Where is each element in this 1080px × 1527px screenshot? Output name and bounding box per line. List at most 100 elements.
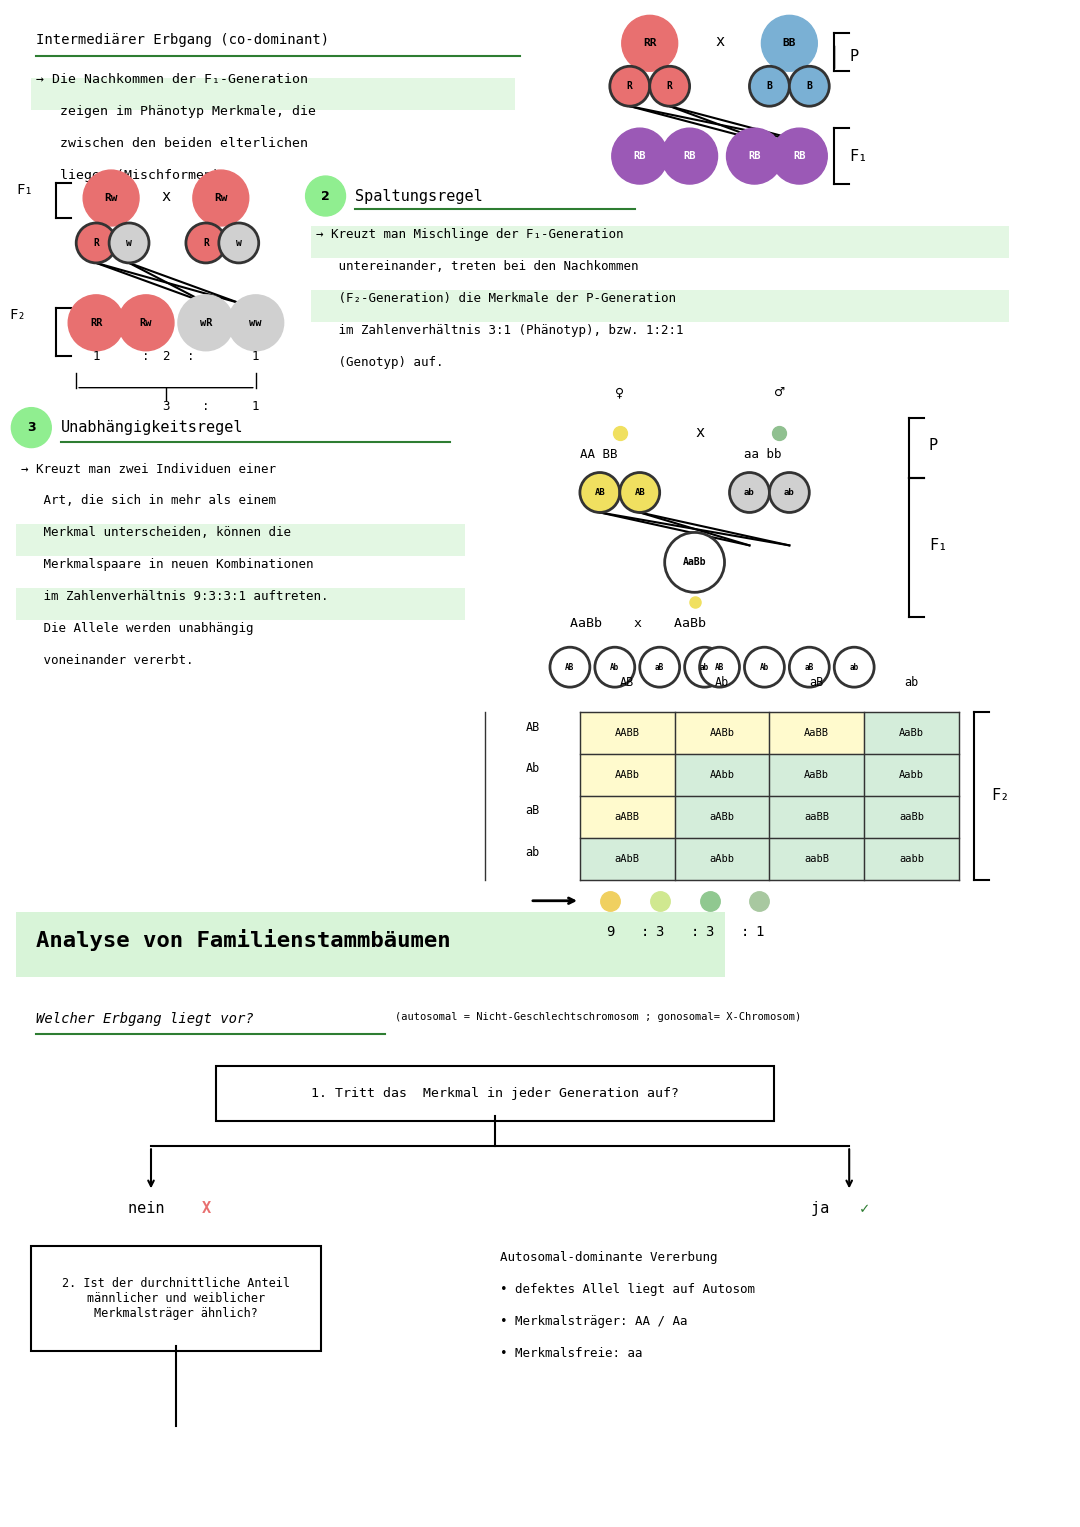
Text: BB: BB — [783, 38, 796, 49]
Circle shape — [611, 128, 667, 185]
Text: Merkmalspaare in neuen Kombinationen: Merkmalspaare in neuen Kombinationen — [22, 559, 314, 571]
Text: ww: ww — [249, 318, 262, 328]
Circle shape — [769, 472, 809, 513]
Text: AAbb: AAbb — [710, 770, 734, 780]
Text: ab: ab — [784, 489, 795, 496]
Text: RB: RB — [634, 151, 646, 162]
FancyBboxPatch shape — [311, 226, 1009, 258]
Text: ab: ab — [700, 663, 710, 672]
Text: AB: AB — [594, 489, 605, 496]
Text: 9: 9 — [606, 925, 615, 939]
Text: aB: aB — [656, 663, 664, 672]
Text: im Zahlenverhältnis 9:3:3:1 auftreten.: im Zahlenverhältnis 9:3:3:1 auftreten. — [22, 591, 328, 603]
Text: Spaltungsregel: Spaltungsregel — [355, 188, 483, 203]
Text: x: x — [696, 425, 704, 440]
Text: 2: 2 — [321, 189, 329, 203]
Text: Ab: Ab — [525, 762, 540, 776]
FancyBboxPatch shape — [864, 796, 959, 838]
Circle shape — [700, 647, 740, 687]
Text: RR: RR — [643, 38, 657, 49]
Circle shape — [595, 647, 635, 687]
FancyBboxPatch shape — [16, 524, 465, 556]
Text: AB: AB — [715, 663, 725, 672]
Text: • Merkmalsfreie: aa: • Merkmalsfreie: aa — [500, 1347, 643, 1361]
Circle shape — [306, 176, 346, 215]
Text: AABB: AABB — [615, 728, 639, 738]
FancyBboxPatch shape — [769, 712, 864, 754]
Circle shape — [789, 647, 829, 687]
Text: :: : — [187, 350, 194, 363]
FancyBboxPatch shape — [675, 712, 769, 754]
Text: 1: 1 — [93, 350, 99, 363]
Text: 1: 1 — [252, 400, 259, 412]
Text: • Merkmalsträger: AA / Aa: • Merkmalsträger: AA / Aa — [500, 1315, 688, 1328]
FancyBboxPatch shape — [675, 796, 769, 838]
Circle shape — [650, 66, 690, 107]
Text: Ab: Ab — [610, 663, 620, 672]
Text: ♀: ♀ — [616, 386, 624, 399]
FancyBboxPatch shape — [864, 754, 959, 796]
Circle shape — [610, 66, 650, 107]
Text: AA BB: AA BB — [580, 447, 618, 461]
Text: x: x — [715, 34, 724, 49]
Text: liegen (Mischformen): liegen (Mischformen) — [37, 169, 220, 182]
Text: Rw: Rw — [139, 318, 152, 328]
Text: P: P — [929, 438, 939, 454]
Text: (autosomal = Nicht-Geschlechtschromosom ; gonosomal= X-Chromosom): (autosomal = Nicht-Geschlechtschromosom … — [395, 1011, 801, 1022]
Text: Rw: Rw — [105, 192, 118, 203]
Text: aABb: aABb — [710, 812, 734, 822]
Text: :: : — [690, 925, 699, 939]
Circle shape — [193, 169, 248, 226]
Text: (F₂-Generation) die Merkmale der P-Generation: (F₂-Generation) die Merkmale der P-Gener… — [315, 292, 676, 305]
Text: ja: ja — [811, 1202, 838, 1215]
Text: Analyse von Familienstammbäumen: Analyse von Familienstammbäumen — [37, 928, 451, 951]
Text: nein: nein — [129, 1202, 174, 1215]
Text: F₁: F₁ — [929, 538, 947, 553]
FancyBboxPatch shape — [31, 1246, 321, 1351]
Circle shape — [12, 408, 51, 447]
Text: :: : — [143, 350, 150, 363]
Text: AB: AB — [565, 663, 575, 672]
Circle shape — [219, 223, 259, 263]
Text: aB: aB — [805, 663, 814, 672]
Circle shape — [750, 66, 789, 107]
Circle shape — [68, 295, 124, 351]
Text: AaBb: AaBb — [899, 728, 924, 738]
Text: aB: aB — [525, 805, 540, 817]
FancyBboxPatch shape — [580, 838, 675, 880]
Text: AB: AB — [634, 489, 645, 496]
FancyBboxPatch shape — [16, 588, 465, 620]
Circle shape — [664, 533, 725, 592]
Text: Intermediärer Erbgang (co-dominant): Intermediärer Erbgang (co-dominant) — [37, 34, 329, 47]
Text: F₂: F₂ — [990, 788, 1009, 803]
Text: 2: 2 — [162, 350, 170, 363]
Text: → Kreuzt man Mischlinge der F₁-Generation: → Kreuzt man Mischlinge der F₁-Generatio… — [315, 228, 623, 241]
Circle shape — [744, 647, 784, 687]
Text: w: w — [235, 238, 242, 247]
Text: aabb: aabb — [899, 854, 924, 864]
Text: ♂: ♂ — [773, 386, 785, 399]
Circle shape — [622, 15, 677, 72]
Text: RB: RB — [748, 151, 760, 162]
Text: R: R — [626, 81, 633, 92]
Circle shape — [186, 223, 226, 263]
Circle shape — [550, 647, 590, 687]
FancyBboxPatch shape — [311, 290, 1009, 322]
FancyBboxPatch shape — [769, 838, 864, 880]
Text: B: B — [767, 81, 772, 92]
Text: R: R — [666, 81, 673, 92]
FancyBboxPatch shape — [864, 712, 959, 754]
FancyBboxPatch shape — [580, 796, 675, 838]
Circle shape — [83, 169, 139, 226]
Circle shape — [77, 223, 116, 263]
Text: 3: 3 — [705, 925, 714, 939]
FancyBboxPatch shape — [864, 838, 959, 880]
Text: aaBb: aaBb — [899, 812, 924, 822]
Text: Autosomal-dominante Vererbung: Autosomal-dominante Vererbung — [500, 1251, 717, 1264]
Text: R: R — [203, 238, 208, 247]
Text: RB: RB — [793, 151, 806, 162]
FancyBboxPatch shape — [769, 754, 864, 796]
Text: F₁: F₁ — [849, 148, 867, 163]
Text: X: X — [201, 1202, 211, 1215]
Text: voneinander vererbt.: voneinander vererbt. — [22, 654, 193, 667]
